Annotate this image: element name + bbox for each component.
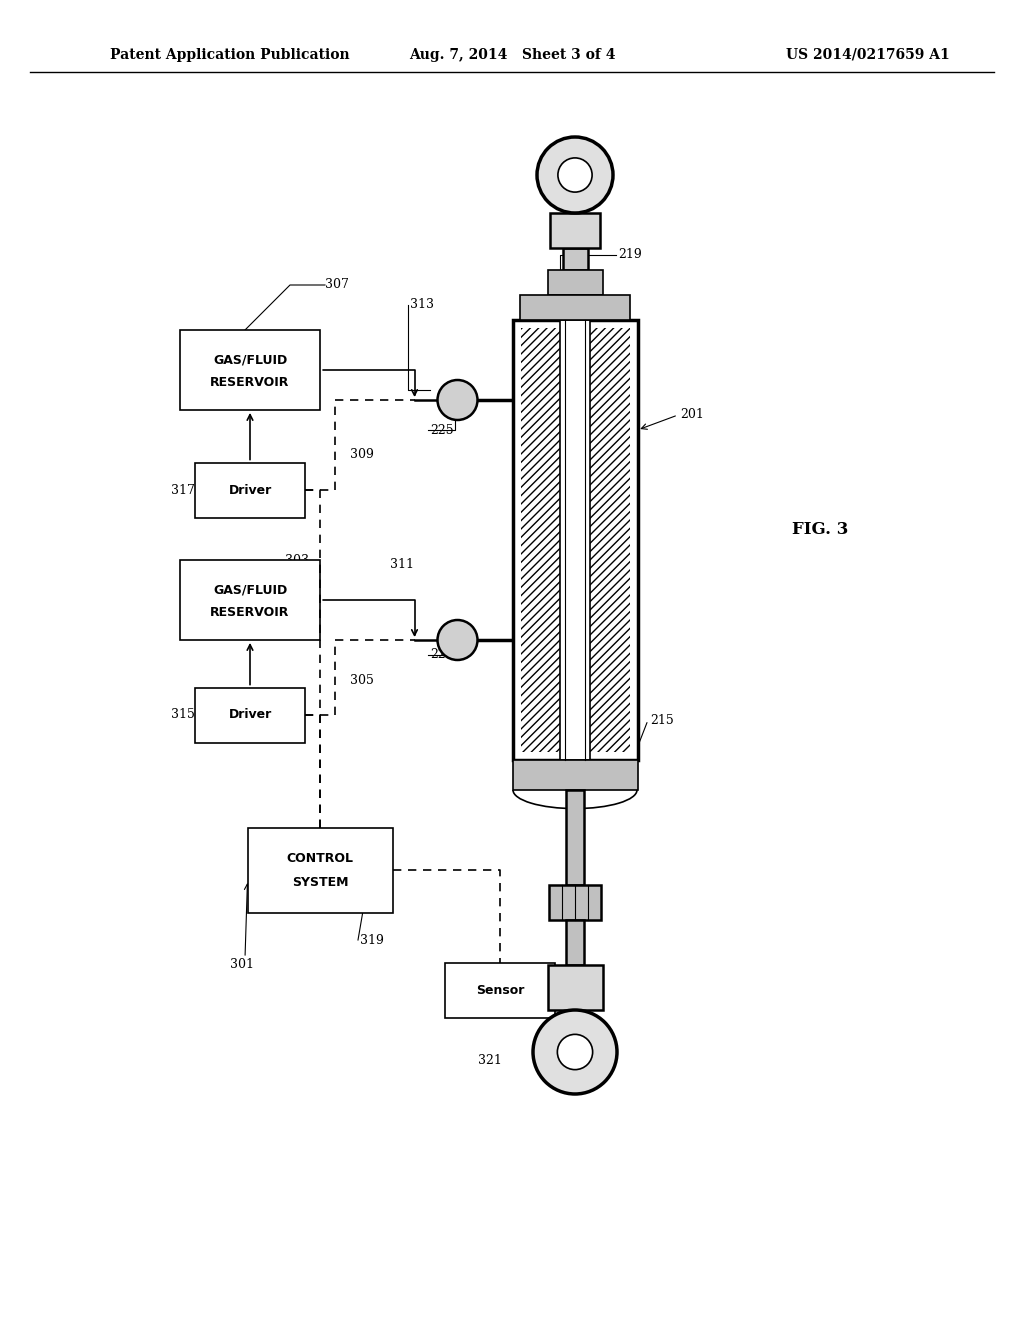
Text: 311: 311 [390,558,414,572]
Bar [520,327,630,752]
Text: 317: 317 [171,483,195,496]
Text: 215: 215 [650,714,674,726]
Text: 305: 305 [350,673,374,686]
Text: Aug. 7, 2014   Sheet 3 of 4: Aug. 7, 2014 Sheet 3 of 4 [409,48,615,62]
Text: RESERVOIR: RESERVOIR [210,375,290,388]
Text: 321: 321 [478,1053,502,1067]
Circle shape [437,620,477,660]
Bar [248,828,392,912]
Bar [520,294,630,319]
Text: GAS/FLUID: GAS/FLUID [213,583,287,597]
Text: 225: 225 [430,424,454,437]
Bar [195,462,305,517]
Text: 303: 303 [285,553,309,566]
Text: 201: 201 [680,408,703,421]
Bar [180,560,319,640]
Bar [445,962,555,1018]
Circle shape [534,1010,617,1094]
Circle shape [558,158,592,193]
Text: 319: 319 [360,933,384,946]
Circle shape [437,380,477,420]
Text: Driver: Driver [228,483,271,496]
Text: RESERVOIR: RESERVOIR [210,606,290,619]
Text: 313: 313 [410,298,434,312]
Text: 219: 219 [618,248,642,261]
Text: GAS/FLUID: GAS/FLUID [213,354,287,367]
Text: 309: 309 [350,449,374,462]
Bar [195,688,305,742]
Circle shape [557,1035,593,1069]
Circle shape [537,137,613,213]
Bar [550,213,600,248]
Bar [180,330,319,411]
Bar [548,271,602,294]
Text: US 2014/0217659 A1: US 2014/0217659 A1 [786,48,950,62]
Text: 315: 315 [171,709,195,722]
Bar [562,248,588,271]
Text: 307: 307 [325,279,349,292]
Text: 301: 301 [230,958,254,972]
Bar [566,789,584,884]
Text: CONTROL: CONTROL [287,851,353,865]
Bar [566,920,584,965]
Text: Driver: Driver [228,709,271,722]
Bar [512,319,638,760]
Text: Patent Application Publication: Patent Application Publication [110,48,349,62]
Text: SYSTEM: SYSTEM [292,875,348,888]
Text: 223: 223 [430,648,454,661]
Bar [548,965,602,1010]
Text: Sensor: Sensor [476,983,524,997]
Bar [512,760,638,789]
Bar [549,884,601,920]
Bar [560,319,590,760]
Text: FIG. 3: FIG. 3 [792,521,848,539]
